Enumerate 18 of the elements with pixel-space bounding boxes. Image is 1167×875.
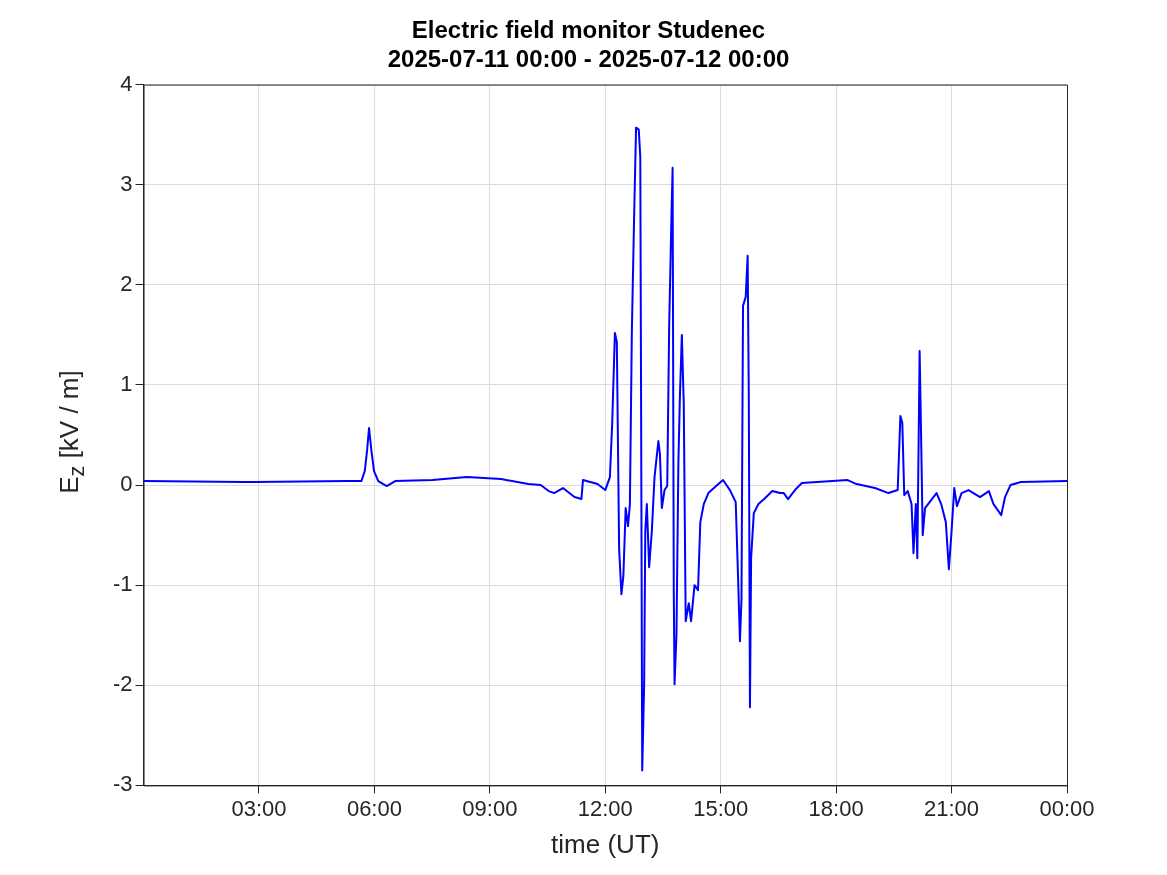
y-tick-label: 2 <box>120 270 133 296</box>
x-tick-label: 12:00 <box>577 795 633 821</box>
y-tick-label: 0 <box>120 471 133 497</box>
x-tick-label: 06:00 <box>346 795 402 821</box>
y-tick-label: 3 <box>120 170 133 196</box>
x-axis-title: time (UT) <box>551 828 660 859</box>
x-tick-label: 00:00 <box>1039 795 1095 821</box>
chart-title: Electric field monitor Studenec 2025-07-11 00:00 - 2025-07-12 00:00 <box>387 16 790 72</box>
y-tick-label: -2 <box>113 671 133 697</box>
x-tick-label: 18:00 <box>808 795 864 821</box>
x-tick-label: 21:00 <box>924 795 980 821</box>
x-tick-label: 03:00 <box>231 795 287 821</box>
y-tick-label: -3 <box>113 771 133 797</box>
y-tick-label: -1 <box>113 571 133 597</box>
x-tick-label: 09:00 <box>462 795 518 821</box>
y-tick-label: 1 <box>120 371 133 397</box>
x-tick-label: 15:00 <box>693 795 749 821</box>
y-tick-label: 4 <box>120 70 133 96</box>
